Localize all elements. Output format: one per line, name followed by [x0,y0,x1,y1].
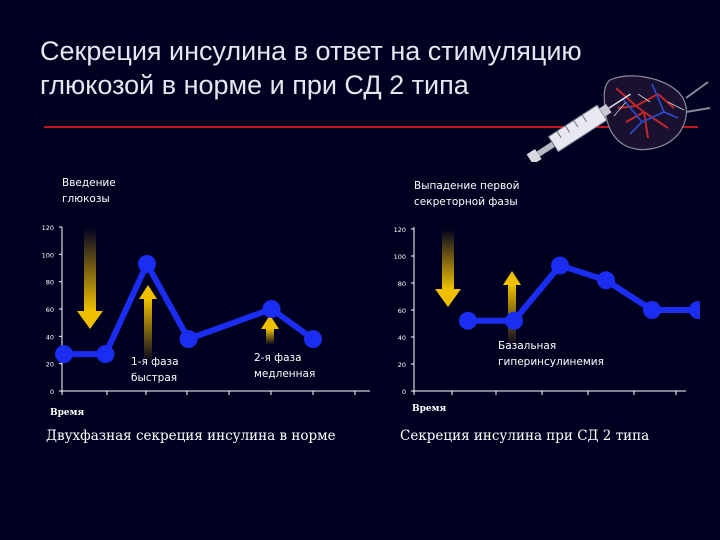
c1-data-point [138,254,156,273]
c1-data-point [262,300,281,318]
syringe-shape [526,93,631,162]
c2-data-point [689,301,700,319]
chart1-caption: Двухфазная секреция инсулина в норме [46,428,336,444]
chart2-caption: Секреция инсулина при СД 2 типа [400,428,650,444]
c2-y-tick-label: 40 [398,334,406,342]
chart-t2dm: 0 20 40 60 80 100 120 Время [394,226,700,414]
slide-title: Секреция инсулина в ответ на стимуляцию … [40,34,600,102]
chart2-x-ticks [413,391,677,395]
c2-y-tick-label: 100 [394,253,406,261]
chart2-annotation-basal: Базальная гиперинсулинемия [498,340,604,368]
chart2-y-ticks: 0 20 40 60 80 100 120 [394,226,414,396]
chart1-annotation-phase1: 1-я фаза быстрая [131,356,179,384]
c2-data-point [597,271,615,290]
chart1-points [55,254,322,364]
chart2-points [459,256,700,330]
c1-y-tick-label: 80 [46,279,54,287]
chart1-annotation-top: Введение глюкозы [62,177,116,205]
c2-data-point [505,311,523,330]
pancreas-shape [603,75,711,151]
c1-data-point [55,345,73,364]
c2-y-tick-label: 120 [394,226,406,234]
c1-y-tick-label: 20 [46,361,54,369]
slide-title-line-1: Секреция инсулина в ответ на стимуляцию [40,36,582,66]
title-divider [44,126,698,128]
chart2-basal-arrow [503,271,521,347]
chart-normal: 0 20 40 60 80 100 120 Время [42,224,370,418]
c2-series-polyline [468,262,698,324]
chart1-phase2-arrow [261,315,279,345]
chart1-annotation-phase2: 2-я фаза медленная [254,352,316,380]
c1-y-tick-label: 120 [42,224,54,232]
c2-data-point [643,301,661,319]
c2-data-point [551,256,569,275]
c2-y-tick-label: 80 [398,280,406,288]
c2-y-tick-label: 20 [398,361,406,369]
chart1-x-ticks [61,391,356,395]
chart1-x-axis-label: Время [50,408,84,418]
c2-y-tick-label: 0 [402,388,406,396]
chart2-arrows [435,229,521,347]
c1-data-point [96,345,115,364]
c2-data-point [459,311,477,330]
chart1-phase1-arrow [139,285,157,363]
c1-data-point [179,330,198,349]
c1-y-tick-label: 40 [46,333,54,341]
c1-y-tick-label: 0 [50,388,54,396]
chart2-x-axis-label: Время [412,404,446,414]
slide-title-line-2: глюкозой в норме и при СД 2 типа [40,70,469,100]
c2-y-tick-label: 60 [398,307,406,315]
c1-y-tick-label: 60 [46,306,54,314]
chart2-annotation-top: Выпадение первой секреторной фазы [414,180,520,208]
c1-y-tick-label: 100 [42,251,54,259]
syringe-pancreas-icon [526,75,711,162]
c1-data-point [304,330,322,349]
chart1-glucose-arrow [77,227,103,329]
chart1-arrows [77,227,279,363]
chart1-y-ticks: 0 20 40 60 80 100 120 [42,224,62,396]
chart2-series-line [468,262,698,324]
chart2-arrow-down [435,229,461,307]
